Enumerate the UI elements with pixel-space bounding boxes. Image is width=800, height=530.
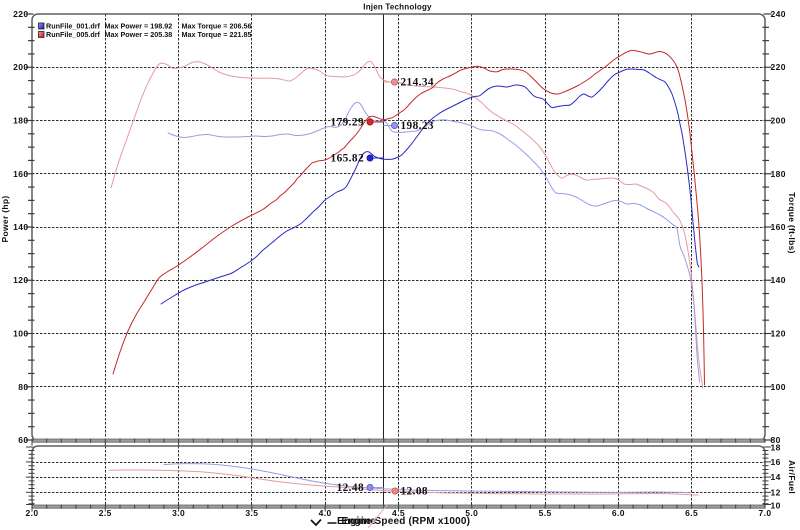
svg-text:240: 240 [771,9,786,19]
svg-text:6.0: 6.0 [612,508,625,518]
svg-text:12: 12 [771,487,781,497]
svg-text:Max Torque = 206.56: Max Torque = 206.56 [182,21,252,30]
svg-text:220: 220 [13,9,28,19]
svg-text:2.5: 2.5 [99,508,112,518]
svg-text:120: 120 [771,329,786,339]
svg-text:220: 220 [771,62,786,72]
svg-text:2.0: 2.0 [25,508,38,518]
svg-text:Air/Fuel: Air/Fuel [787,460,797,494]
svg-text:5.0: 5.0 [465,508,478,518]
svg-text:RunFile_001.drf: RunFile_001.drf [46,21,101,30]
svg-text:80: 80 [771,435,781,445]
svg-text:3.5: 3.5 [245,508,258,518]
svg-text:5.5: 5.5 [539,508,552,518]
svg-text:Injen Technology: Injen Technology [363,3,432,12]
svg-text:200: 200 [771,116,786,126]
svg-text:60: 60 [18,435,28,445]
svg-text:18: 18 [771,442,781,452]
svg-text:Power (hp): Power (hp) [0,196,10,243]
svg-text:12.48: 12.48 [337,482,364,494]
svg-text:198.23: 198.23 [401,120,434,132]
svg-text:214.34: 214.34 [401,77,434,89]
svg-text:Max Power = 205.38: Max Power = 205.38 [105,30,173,39]
svg-text:80: 80 [18,382,28,392]
svg-text:160: 160 [13,169,28,179]
svg-text:Max Torque = 221.85: Max Torque = 221.85 [182,30,252,39]
svg-text:160: 160 [771,222,786,232]
svg-text:4.0: 4.0 [319,508,332,518]
svg-text:3.0: 3.0 [172,508,185,518]
svg-text:7.0: 7.0 [758,508,771,518]
svg-text:120: 120 [13,275,28,285]
svg-text:165.82: 165.82 [331,153,364,165]
svg-text:179.29: 179.29 [331,117,364,129]
svg-text:180: 180 [771,169,786,179]
svg-text:12.08: 12.08 [401,486,428,498]
svg-text:14: 14 [771,472,781,482]
svg-text:180: 180 [13,116,28,126]
svg-text:RunFile_005.drf: RunFile_005.drf [46,30,101,39]
svg-text:140: 140 [771,275,786,285]
svg-text:4.5: 4.5 [392,508,405,518]
svg-text:Engine: Engine [342,516,377,527]
svg-text:200: 200 [13,62,28,72]
svg-text:140: 140 [13,222,28,232]
svg-text:Max Power = 198.92: Max Power = 198.92 [105,21,173,30]
svg-text:100: 100 [13,329,28,339]
svg-text:16: 16 [771,457,781,467]
svg-text:Engine Speed (RPM x1000): Engine Speed (RPM x1000) [337,516,470,527]
svg-text:10: 10 [771,501,781,511]
svg-text:Torque (ft-lbs): Torque (ft-lbs) [787,192,797,253]
svg-text:6.5: 6.5 [685,508,698,518]
svg-text:100: 100 [771,382,786,392]
